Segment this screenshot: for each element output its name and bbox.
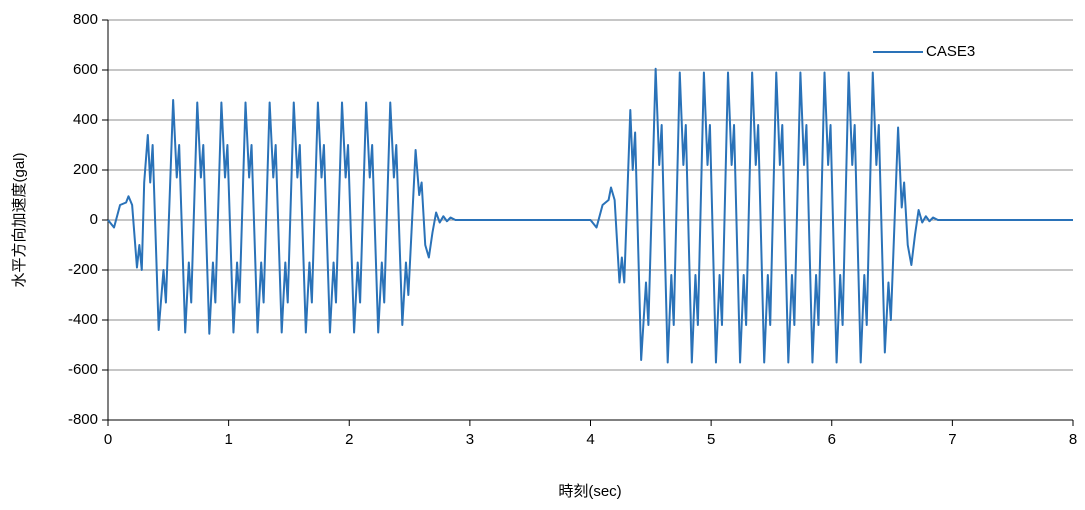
y-tick-label: -200 xyxy=(68,261,98,278)
y-axis-label: 水平方向加速度(gal) xyxy=(11,152,28,287)
x-tick-label: 4 xyxy=(586,431,594,448)
x-tick-label: 0 xyxy=(104,431,112,448)
x-tick-label: 6 xyxy=(828,431,836,448)
legend-label: CASE3 xyxy=(926,43,975,60)
y-tick-label: 800 xyxy=(73,11,98,28)
x-tick-label: 3 xyxy=(466,431,474,448)
y-tick-label: 0 xyxy=(90,211,98,228)
data-line xyxy=(107,67,1073,364)
x-tick-label: 2 xyxy=(345,431,353,448)
y-tick-label: 600 xyxy=(73,61,98,78)
x-axis-label: 時刻(sec) xyxy=(558,483,621,500)
x-tick-label: 7 xyxy=(948,431,956,448)
x-tick-label: 5 xyxy=(707,431,715,448)
x-tick-label: 8 xyxy=(1069,431,1077,448)
y-tick-label: 200 xyxy=(73,161,98,178)
y-tick-label: -800 xyxy=(68,411,98,428)
y-tick-label: 400 xyxy=(73,111,98,128)
y-tick-label: -600 xyxy=(68,361,98,378)
x-tick-label: 1 xyxy=(224,431,232,448)
y-tick-label: -400 xyxy=(68,311,98,328)
